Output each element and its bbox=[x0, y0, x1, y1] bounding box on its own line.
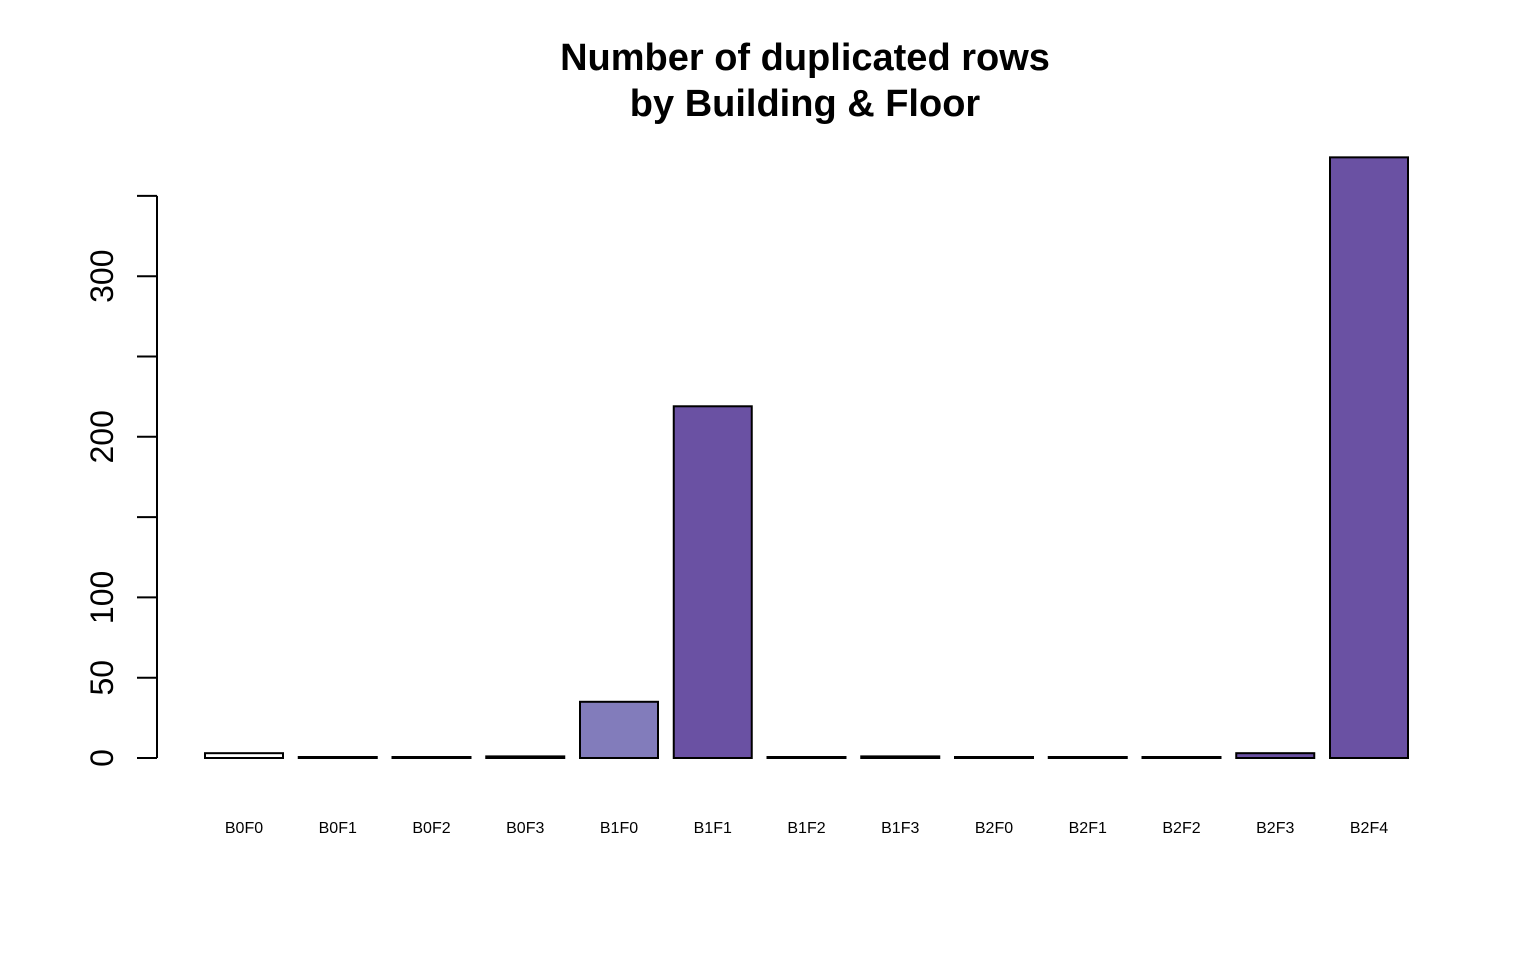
x-tick-labels: B0F0 B0F1 B0F2 B0F3 B1F0 B1F1 B1F2 B1F3 B2F0 B2F1… bbox=[225, 820, 1388, 837]
x-tick-label-b0f1: B0F1 bbox=[319, 820, 357, 837]
bar-b2f1 bbox=[1047, 756, 1128, 759]
x-tick-label-b2f0: B2F0 bbox=[975, 820, 1013, 837]
x-tick-label-b2f4: B2F4 bbox=[1350, 820, 1388, 837]
chart-subtitle: by Building & Floor bbox=[630, 83, 981, 125]
x-tick-label-b2f3: B2F3 bbox=[1256, 820, 1294, 837]
bar-b1f1 bbox=[672, 405, 753, 759]
bar-b2f0 bbox=[954, 756, 1034, 759]
bars-group bbox=[204, 156, 1409, 760]
x-tick-label-b1f1: B1F1 bbox=[694, 820, 732, 837]
y-tick-label: 0 bbox=[84, 749, 120, 767]
y-tick-label: 100 bbox=[84, 571, 120, 624]
chart-title: Number of duplicated rows bbox=[560, 37, 1050, 79]
x-tick-label-b2f1: B2F1 bbox=[1069, 820, 1107, 837]
bar-b2f2 bbox=[1141, 756, 1222, 759]
y-tick-label: 50 bbox=[84, 660, 120, 696]
y-axis: 0 50 100 200 300 bbox=[84, 194, 158, 767]
x-tick-label-b0f2: B0F2 bbox=[412, 820, 450, 837]
x-tick-label-b0f3: B0F3 bbox=[506, 820, 544, 837]
bar-b2f4 bbox=[1329, 156, 1409, 759]
bar-b1f0 bbox=[579, 700, 659, 759]
bar-b1f3 bbox=[860, 755, 941, 759]
x-tick-label-b2f2: B2F2 bbox=[1162, 820, 1200, 837]
y-tick-label: 300 bbox=[84, 250, 120, 303]
bar-b0f2 bbox=[391, 756, 472, 759]
y-tick-label: 200 bbox=[84, 410, 120, 463]
bar-b1f2 bbox=[766, 756, 847, 759]
x-tick-label-b1f3: B1F3 bbox=[881, 820, 919, 837]
bar-b0f3 bbox=[485, 755, 566, 759]
x-tick-label-b1f2: B1F2 bbox=[787, 820, 825, 837]
bar-b0f0 bbox=[204, 752, 284, 760]
bar-b0f1 bbox=[297, 756, 378, 759]
x-tick-label-b0f0: B0F0 bbox=[225, 820, 263, 837]
x-tick-label-b1f0: B1F0 bbox=[600, 820, 638, 837]
bar-b2f3 bbox=[1235, 752, 1316, 760]
